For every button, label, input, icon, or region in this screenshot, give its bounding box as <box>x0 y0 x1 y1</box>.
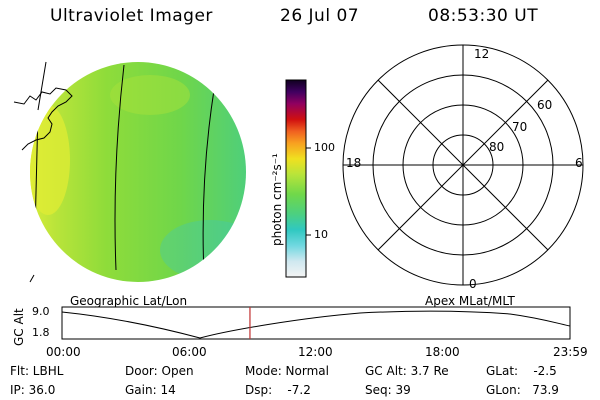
geographic-caption: Geographic Lat/Lon <box>70 294 188 308</box>
uv-image-disk <box>13 61 246 283</box>
colorbar-tick-100: 100 <box>314 141 335 154</box>
colorbar-unit-label: photon cm⁻²s⁻¹ <box>270 153 284 246</box>
time-tick-0000: 00:00 <box>46 345 81 359</box>
altitude-axis-label: GC Alt <box>12 308 26 346</box>
gain-info: Gain: 14 <box>125 383 176 397</box>
mlt-label-12: 12 <box>474 47 490 61</box>
gc-alt-info: GC Alt: 3.7 Re <box>365 364 449 378</box>
time-tick-2359: 23:59 <box>553 345 588 359</box>
ip-info: IP: 36.0 <box>10 383 56 397</box>
mlat-label-60: 60 <box>537 98 553 112</box>
time-tick-0600: 06:00 <box>172 345 207 359</box>
mode-info: Mode: Normal <box>245 364 329 378</box>
seq-info: Seq: 39 <box>365 383 411 397</box>
mlat-label-70: 70 <box>512 120 528 134</box>
glat-info: GLat: -2.5 <box>486 364 557 378</box>
colorbar-tick-10: 10 <box>314 228 328 241</box>
polar-dial <box>342 44 584 286</box>
mlt-label-18: 18 <box>346 156 362 170</box>
dsp-info: Dsp: -7.2 <box>245 383 311 397</box>
time-tick-1800: 18:00 <box>425 345 460 359</box>
mlat-label-80: 80 <box>489 140 505 154</box>
apex-caption: Apex MLat/MLT <box>425 294 515 308</box>
instrument-title: Ultraviolet Imager <box>50 6 213 26</box>
filter-info: Flt: LBHL <box>10 364 64 378</box>
mlt-label-6: 6 <box>575 156 583 170</box>
intensity-colorbar <box>285 79 311 278</box>
door-info: Door: Open <box>125 364 194 378</box>
date-label: 26 Jul 07 <box>280 6 360 26</box>
glon-info: GLon: 73.9 <box>486 383 559 397</box>
altitude-plot <box>61 306 571 340</box>
time-tick-1200: 12:00 <box>298 345 333 359</box>
time-label: 08:53:30 UT <box>428 6 539 26</box>
mlt-label-0: 0 <box>469 277 477 291</box>
altitude-tick-high: 9.0 <box>32 305 50 318</box>
altitude-tick-low: 1.8 <box>32 326 50 339</box>
